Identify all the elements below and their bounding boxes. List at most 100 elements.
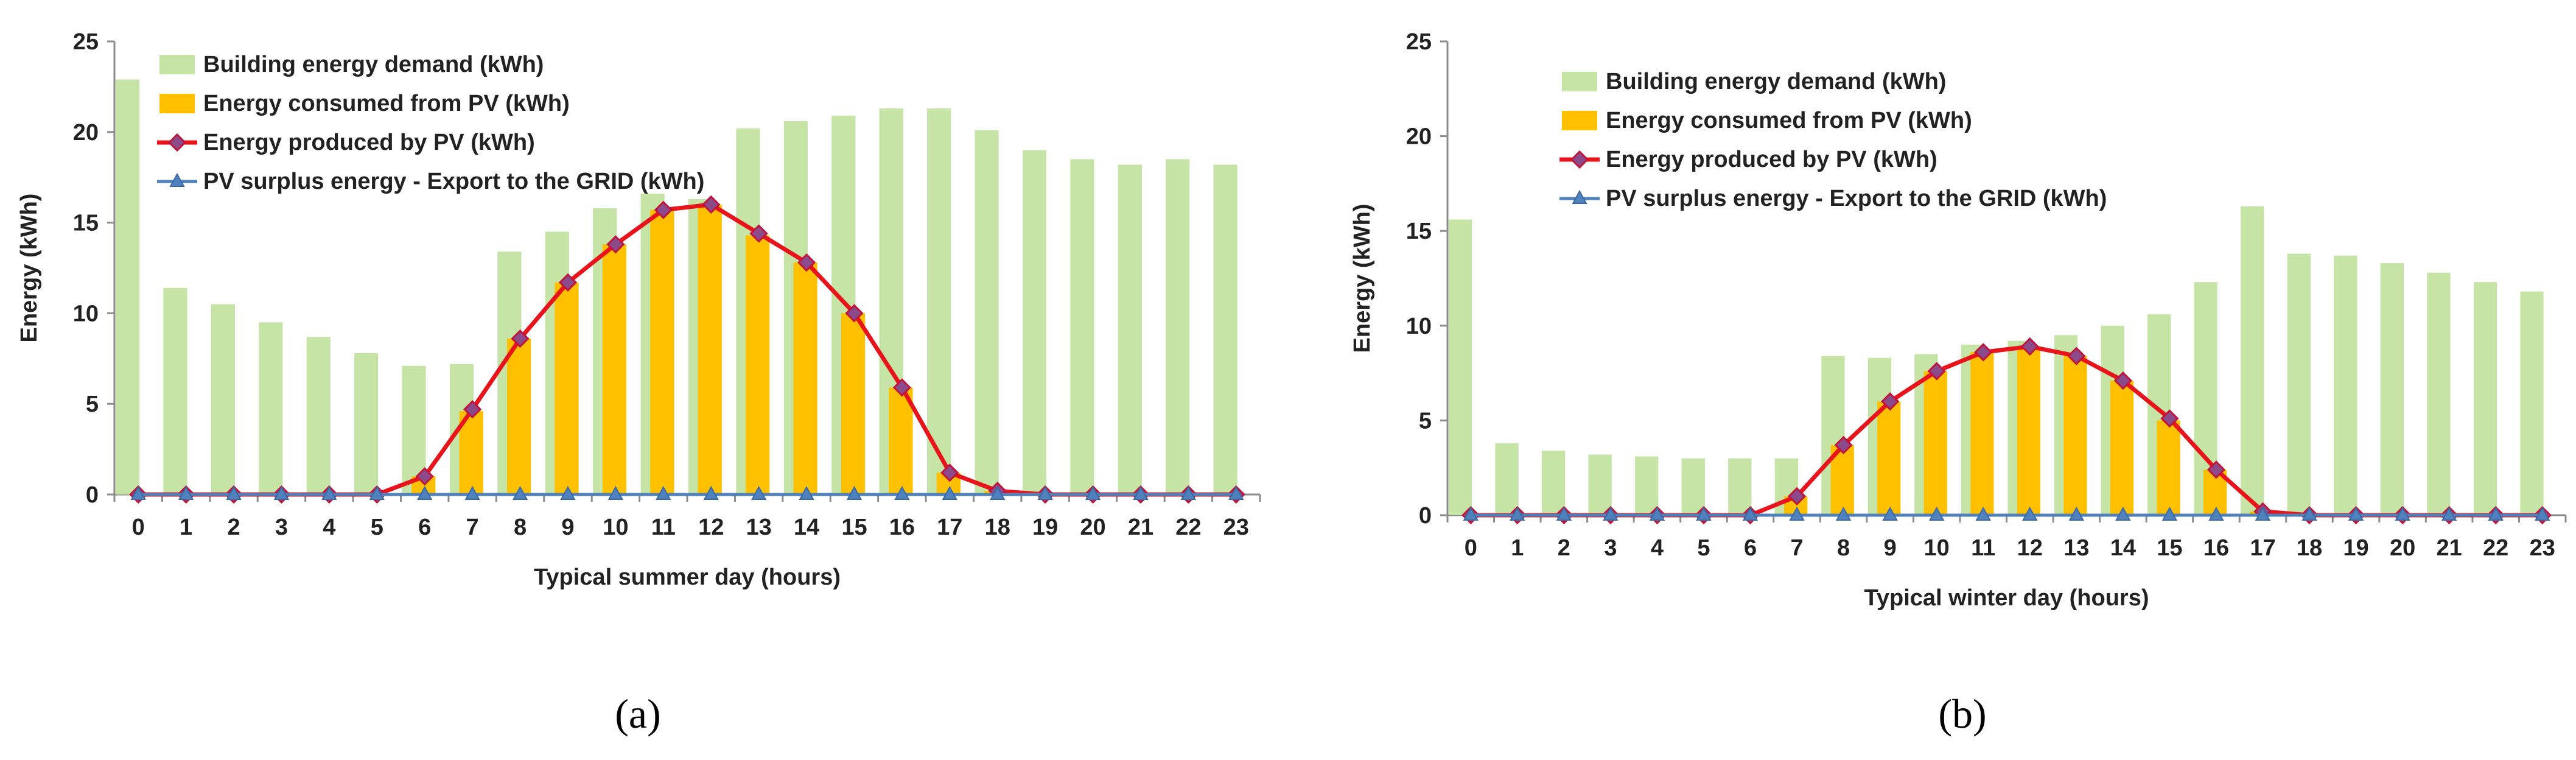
bar-building-demand: [1495, 443, 1519, 515]
marker-pv-produced: [2020, 337, 2039, 356]
marker-pv-surplus: [1463, 506, 1479, 521]
marker-pv-produced: [1834, 435, 1853, 454]
legend-building-demand-swatch: [159, 55, 195, 74]
x-tick-label: 7: [1790, 535, 1803, 561]
x-tick-label: 18: [2297, 535, 2322, 561]
x-tick-label: 0: [132, 515, 145, 540]
marker-pv-surplus: [2208, 506, 2224, 521]
marker-pv-produced: [2113, 371, 2132, 390]
marker-pv-surplus: [1228, 485, 1244, 500]
legend-pv-surplus-label: PV surplus energy - Export to the GRID (…: [203, 169, 704, 194]
bar-building-demand: [2427, 272, 2451, 515]
bar-building-demand: [2473, 282, 2497, 515]
y-axis-title: Energy (kWh): [16, 194, 42, 343]
x-tick-label: 12: [698, 515, 724, 540]
bar-building-demand: [306, 337, 331, 494]
marker-pv-surplus: [1975, 506, 1991, 521]
x-tick-label: 22: [1175, 515, 1201, 540]
marker-pv-produced: [511, 329, 530, 348]
marker-pv-surplus: [942, 485, 957, 500]
y-tick-label: 20: [73, 120, 99, 146]
x-tick-label: 15: [841, 515, 867, 540]
marker-pv-produced: [2067, 347, 2086, 365]
bar-building-demand: [211, 304, 236, 494]
y-tick-label: 10: [73, 301, 99, 326]
marker-pv-surplus: [369, 485, 385, 500]
x-tick-label: 0: [1465, 535, 1477, 561]
bar-building-demand: [354, 353, 379, 494]
x-tick-label: 3: [1604, 535, 1617, 561]
bar-consumed-from-pv: [746, 235, 770, 494]
legend-pv-produced-marker: [167, 133, 187, 152]
marker-pv-produced: [940, 463, 959, 482]
bar-building-demand: [1635, 456, 1659, 515]
bar-building-demand: [2520, 291, 2544, 515]
legend-building-demand-swatch: [1562, 72, 1597, 91]
bar-building-demand: [2334, 255, 2357, 515]
bar-consumed-from-pv: [2110, 381, 2134, 515]
x-tick-label: 16: [2203, 535, 2229, 561]
marker-pv-surplus: [560, 485, 576, 500]
bar-consumed-from-pv: [506, 339, 531, 494]
y-tick-label: 5: [86, 392, 99, 417]
x-tick-label: 5: [371, 515, 383, 540]
x-tick-label: 19: [1032, 515, 1058, 540]
panel-caption-a: (a): [615, 691, 660, 737]
bar-consumed-from-pv: [2063, 356, 2087, 515]
marker-pv-surplus: [2301, 506, 2317, 521]
x-tick-label: 11: [1971, 535, 1995, 561]
marker-pv-surplus: [846, 485, 863, 500]
x-tick-label: 4: [1651, 535, 1664, 561]
marker-pv-surplus: [130, 485, 146, 500]
x-tick-label: 17: [2250, 535, 2275, 561]
x-tick-label: 5: [1697, 535, 1710, 561]
legend-building-demand-label: Building energy demand (kWh): [1606, 69, 1946, 94]
marker-pv-produced: [1787, 487, 1807, 506]
marker-pv-surplus: [2161, 506, 2178, 521]
x-tick-label: 13: [746, 515, 771, 540]
marker-pv-surplus: [464, 485, 480, 500]
marker-pv-surplus: [2488, 506, 2504, 521]
marker-pv-produced: [558, 273, 578, 292]
bar-building-demand: [975, 130, 999, 495]
marker-pv-produced: [1927, 362, 1946, 381]
x-tick-label: 21: [1128, 515, 1153, 540]
x-tick-label: 8: [1837, 535, 1850, 561]
legend-consumed-from-pv-swatch: [1562, 111, 1597, 130]
y-tick-label: 25: [73, 29, 99, 55]
marker-pv-produced: [606, 235, 625, 254]
bar-building-demand: [1213, 164, 1237, 494]
x-tick-label: 4: [323, 515, 335, 540]
y-tick-label: 10: [1406, 314, 1432, 339]
bar-building-demand: [1588, 454, 1612, 515]
y-tick-label: 0: [86, 482, 99, 508]
x-tick-label: 23: [1223, 515, 1249, 540]
x-tick-label: 19: [2343, 535, 2368, 561]
y-tick-label: 15: [1406, 219, 1432, 244]
x-tick-label: 3: [275, 515, 288, 540]
bar-consumed-from-pv: [793, 262, 817, 494]
x-tick-label: 9: [561, 515, 574, 540]
bar-consumed-from-pv: [602, 244, 627, 494]
marker-pv-surplus: [656, 485, 671, 500]
x-tick-label: 12: [2017, 535, 2043, 561]
marker-pv-surplus: [2255, 506, 2271, 521]
x-tick-label: 21: [2437, 535, 2462, 561]
marker-pv-surplus: [2441, 506, 2457, 521]
bar-building-demand: [2241, 206, 2264, 515]
bar-building-demand: [1166, 159, 1190, 494]
marker-pv-surplus: [1510, 506, 1525, 521]
x-tick-label: 6: [418, 515, 431, 540]
bar-building-demand: [1541, 451, 1566, 515]
marker-pv-surplus: [1037, 485, 1053, 500]
marker-pv-surplus: [226, 485, 242, 500]
marker-pv-surplus: [2348, 506, 2364, 521]
marker-pv-produced: [654, 200, 673, 219]
marker-pv-produced: [702, 195, 721, 214]
y-tick-label: 20: [1406, 124, 1432, 150]
legend-pv-surplus-marker: [169, 172, 185, 187]
x-tick-label: 16: [889, 515, 915, 540]
bar-building-demand: [1728, 458, 1752, 515]
marker-pv-surplus: [321, 485, 337, 500]
legend-pv-produced-label: Energy produced by PV (kWh): [203, 130, 535, 155]
